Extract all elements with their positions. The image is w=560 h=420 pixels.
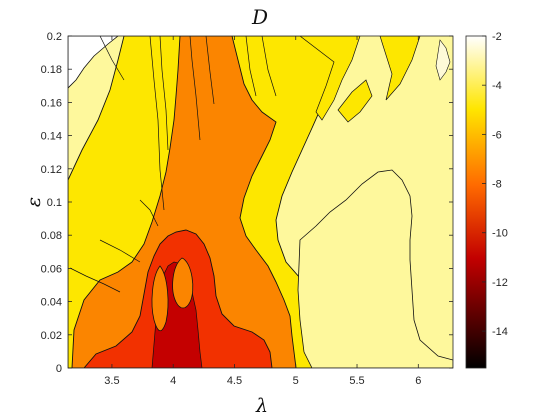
region-level-minus-8 (71, 36, 297, 368)
y-tick-label: 0.14 (41, 131, 62, 143)
x-tick-label: 4.5 (227, 375, 242, 387)
plot-area (68, 36, 453, 368)
y-tick-label: 0.2 (47, 31, 62, 43)
colorbar-tick-label: -6 (492, 129, 502, 141)
colorbar (465, 35, 487, 369)
y-tick-label: 0.02 (41, 330, 62, 342)
y-axis-label: ε (23, 197, 45, 207)
colorbar-tick-label: -2 (492, 31, 502, 43)
y-tick-label: 0.18 (41, 64, 62, 76)
x-tick-label: 4 (170, 375, 176, 387)
y-tick-label: 0.16 (41, 97, 62, 109)
x-axis-label: λ (255, 395, 268, 417)
region-level-minus-6-streaks (299, 36, 421, 123)
colorbar-tick-label: -4 (492, 80, 502, 92)
white-corner-region (68, 36, 119, 89)
white-right-region (435, 39, 451, 81)
colorbar-tick-label: -10 (492, 228, 508, 240)
x-tick-label: 6 (415, 375, 421, 387)
colorbar-tick-label: -8 (492, 179, 502, 191)
y-tick-label: 0.08 (41, 230, 62, 242)
loop-upper (172, 257, 194, 309)
x-axis: 3.5 4 4.5 5 5.5 6 (104, 36, 421, 387)
colorbar-tick-label: -14 (492, 326, 508, 338)
x-tick-label: 3.5 (104, 375, 119, 387)
y-tick-label: 0.1 (47, 197, 62, 209)
y-tick-label: 0.12 (41, 164, 62, 176)
colorbar-ticks: -2 -4 -6 -8 -10 -12 -14 (482, 31, 508, 338)
chart-title: D (251, 5, 268, 29)
y-tick-label: 0.06 (41, 263, 62, 275)
colorbar-tick-label: -12 (492, 277, 508, 289)
fractal-filaments (69, 36, 277, 293)
y-tick-label: 0.04 (41, 297, 62, 309)
x-tick-label: 5 (293, 375, 299, 387)
region-level-minus-4-inner (297, 169, 453, 368)
y-axis: 0 0.02 0.04 0.06 0.08 0.1 0.12 0.14 0.16 0.18 0.2 (41, 31, 453, 375)
y-tick-label: 0 (56, 363, 62, 375)
x-tick-label: 5.5 (349, 375, 364, 387)
loop-lower (151, 265, 169, 332)
